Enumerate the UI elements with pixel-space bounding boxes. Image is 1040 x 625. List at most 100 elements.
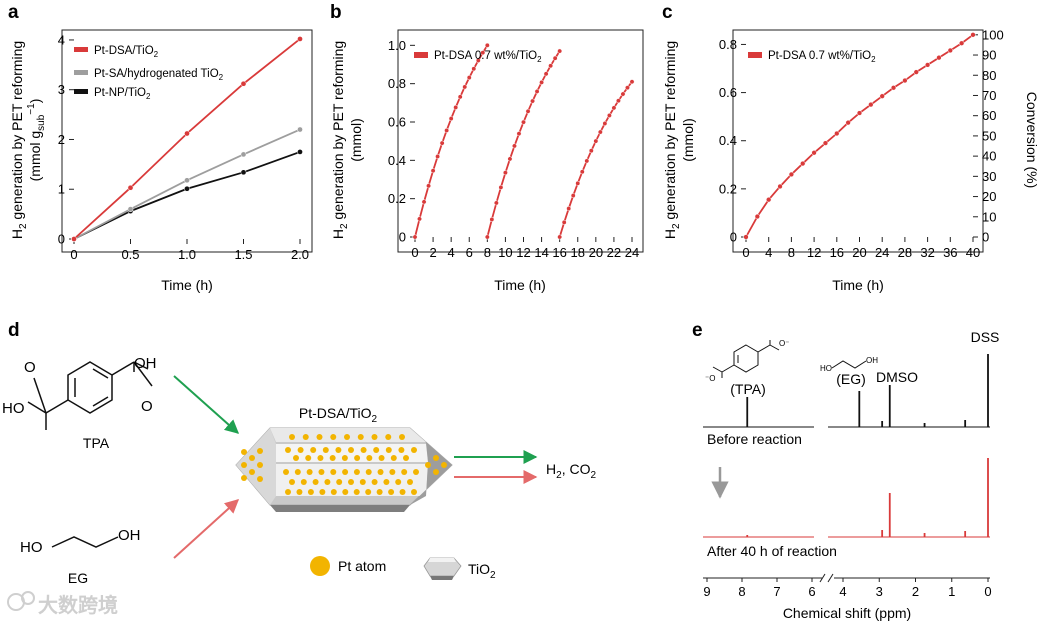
pt-atom — [385, 434, 392, 440]
data-point — [620, 91, 626, 97]
nmr-x-tick-label: 9 — [703, 584, 710, 599]
data-point — [297, 36, 303, 42]
arrow-tpa-to-catalyst — [173, 375, 240, 434]
legend-tio2-label: TiO2 — [468, 561, 496, 581]
data-point — [597, 129, 603, 135]
series-line — [73, 151, 301, 240]
pt-atom — [348, 479, 354, 485]
tpa-ho: HO — [2, 400, 25, 417]
axis-break-mark — [827, 573, 834, 583]
data-point — [543, 71, 549, 77]
y-tick-label: 4 — [58, 32, 65, 47]
x-tick-label: 4 — [448, 245, 455, 260]
data-point — [924, 62, 931, 68]
pt-atom — [322, 447, 329, 453]
data-point — [297, 149, 303, 155]
data-point — [457, 94, 463, 100]
data-point — [611, 105, 617, 111]
panel-d-schematic: OH O O HO TPA HO OH EG Pt-DSA/TiO2 — [2, 355, 596, 586]
series-line — [486, 50, 561, 238]
watermark: 大数跨境 — [38, 593, 118, 617]
data-point — [552, 55, 558, 61]
chart-c: 0 4 8 12 16 20 24 28 32 36 4000.20.40.60.801020304… — [662, 27, 1040, 293]
products-label: H2, CO2 — [546, 461, 596, 481]
data-point — [766, 197, 772, 203]
pt-atom — [336, 479, 343, 485]
data-point — [453, 104, 459, 110]
pt-atom — [399, 489, 406, 495]
data-point — [426, 183, 432, 189]
pt-atom — [376, 489, 383, 495]
pt-atom — [407, 479, 413, 485]
data-point — [800, 160, 806, 167]
pt-atom — [257, 476, 263, 482]
y2-axis-label: Conversion (%) — [1024, 92, 1040, 188]
pt-atom — [296, 489, 303, 495]
pt-atom — [300, 479, 307, 485]
series-group — [412, 42, 635, 240]
series-line — [414, 44, 489, 238]
data-point — [557, 48, 563, 54]
nmr-traces — [703, 354, 990, 538]
data-point — [947, 47, 953, 54]
pt-atom — [318, 469, 325, 475]
data-point — [507, 156, 513, 162]
pt-atom — [389, 469, 396, 475]
pt-atom — [398, 447, 405, 453]
data-point — [777, 183, 783, 190]
pt-atom — [359, 479, 366, 485]
legend-pt-atom-label: Pt atom — [338, 558, 386, 574]
data-point — [71, 236, 77, 242]
y-tick-label: 1.0 — [388, 38, 406, 53]
pt-atom — [257, 462, 263, 468]
tpa-anion-structure — [712, 340, 780, 378]
pt-atom — [344, 434, 350, 440]
legend-swatch — [414, 52, 428, 58]
y-tick-label: 0.4 — [719, 133, 737, 148]
data-point — [754, 213, 760, 220]
data-point — [240, 80, 247, 87]
pt-atom — [373, 447, 380, 453]
legend-label-pt-np: Pt-NP/TiO2 — [94, 87, 151, 101]
pt-atom — [306, 469, 313, 475]
data-point — [184, 177, 190, 184]
eg-oh: OH — [118, 527, 141, 544]
y2-tick-label: 50 — [982, 128, 996, 143]
pt-atom — [342, 489, 349, 495]
pt-atom — [365, 469, 372, 475]
data-point — [913, 69, 919, 75]
y-axis-label: H2 generation by PET reforming (mmol gsu… — [9, 41, 47, 239]
panel-label-c: c — [662, 2, 673, 23]
before-label: Before reaction — [707, 431, 802, 447]
pt-atom — [241, 475, 247, 481]
legend-label-pt-dsa: Pt-DSA/TiO2 — [94, 45, 159, 59]
y-tick-label: 0.8 — [388, 76, 406, 91]
data-point — [588, 148, 594, 154]
pt-atom — [357, 434, 364, 440]
x-tick-label: 2.0 — [291, 247, 309, 262]
pt-atom-dots — [241, 434, 447, 495]
pt-atom — [383, 479, 390, 485]
y2-tick-label: 80 — [982, 68, 996, 83]
data-point — [484, 234, 490, 240]
x-tick-label: 8 — [484, 245, 491, 260]
data-point — [822, 140, 829, 146]
pt-atom — [353, 469, 360, 475]
x-tick-label: 32 — [920, 245, 934, 260]
data-point — [845, 120, 851, 126]
pt-atom — [305, 455, 312, 461]
pt-atom — [310, 447, 317, 453]
data-point — [575, 180, 581, 186]
pt-atom — [249, 469, 255, 475]
pt-atom — [283, 469, 289, 475]
data-point — [493, 200, 499, 206]
y2-tick-label: 100 — [982, 27, 1004, 42]
pt-atom — [312, 479, 319, 485]
legend-tio2-icon — [423, 557, 462, 580]
pt-atom — [401, 469, 408, 475]
x-tick-label: 0.5 — [121, 247, 139, 262]
x-tick-label: 18 — [571, 245, 585, 260]
legend-swatch-pt-np — [74, 89, 88, 94]
data-point — [936, 55, 942, 61]
